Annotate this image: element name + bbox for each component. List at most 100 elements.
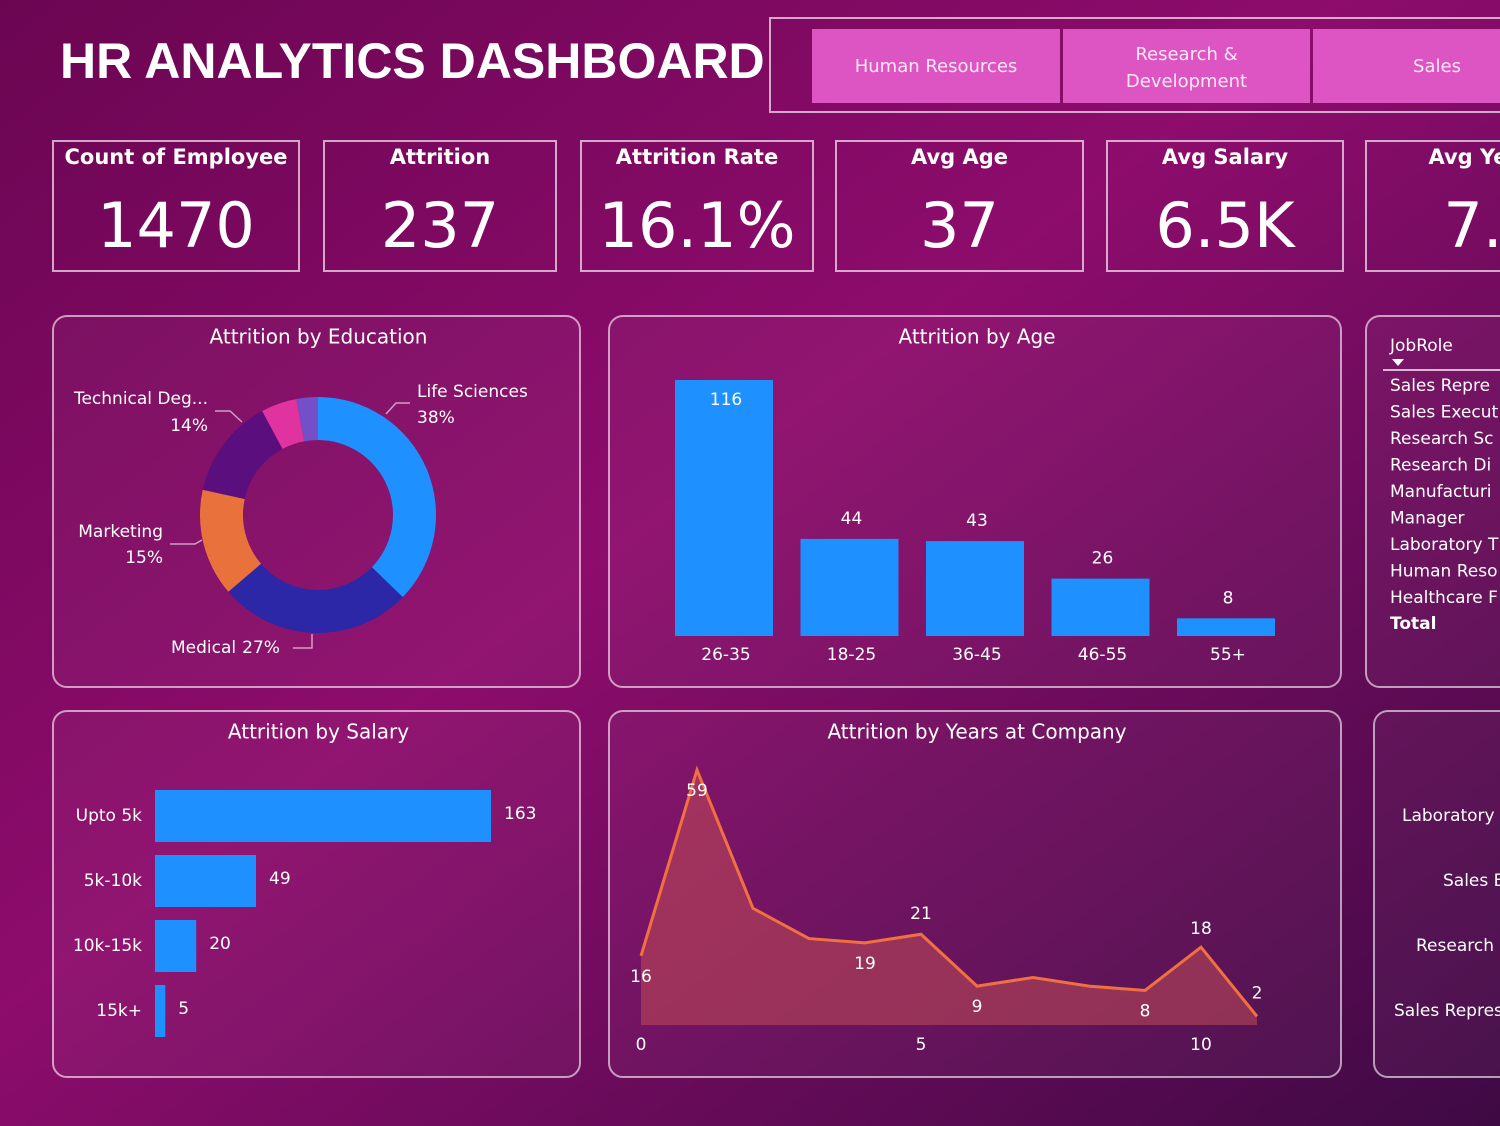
kpi-card <box>1106 140 1344 272</box>
y-category-label: 15k+ <box>96 1001 142 1021</box>
point-label: 16 <box>630 967 652 987</box>
point-label: 18 <box>1190 919 1212 939</box>
department-label: Research & Development <box>1126 44 1247 92</box>
category-label: Sales Repres <box>1394 1001 1500 1021</box>
leader-line <box>385 402 410 415</box>
kpi-card <box>1365 140 1500 272</box>
x-category-label: 36-45 <box>952 645 1001 665</box>
slicer-item[interactable]: Sales Execut <box>1390 403 1499 423</box>
kpi-value: 37 <box>920 189 999 262</box>
slicer-item[interactable]: Research Sc <box>1390 429 1494 449</box>
chart-title: Attrition by Years at Company <box>827 720 1126 744</box>
kpi-label: Avg Age <box>911 145 1008 169</box>
kpi-value: 1470 <box>97 189 255 262</box>
donut-slice <box>318 397 436 598</box>
bar <box>155 790 491 842</box>
bar <box>155 855 257 907</box>
department-button[interactable] <box>1313 29 1500 103</box>
x-tick-label: 5 <box>916 1035 927 1055</box>
slicer-item[interactable]: Research Di <box>1390 456 1491 476</box>
bar <box>1177 618 1275 636</box>
bar-value-label: 43 <box>966 511 988 531</box>
panel <box>608 315 1342 688</box>
kpi-value: 16.1% <box>599 189 796 262</box>
donut-slice <box>200 489 262 592</box>
bar <box>675 380 773 636</box>
slicer-item[interactable]: Manufacturi <box>1390 482 1492 502</box>
bar <box>155 985 166 1037</box>
kpi-card <box>835 140 1084 272</box>
slice-category: Life Sciences <box>417 382 528 402</box>
y-category-label: Upto 5k <box>76 806 143 826</box>
area-line <box>639 765 1259 1018</box>
slicer-item[interactable]: Sales Repre <box>1390 376 1490 396</box>
bar <box>800 538 899 636</box>
x-tick-label: 0 <box>636 1035 647 1055</box>
x-tick-label: 10 <box>1190 1035 1212 1055</box>
bar-value-label: 8 <box>1223 588 1234 608</box>
x-category-label: 26-35 <box>701 645 750 665</box>
point-label: 59 <box>686 781 708 801</box>
bar-value-label: 5 <box>178 999 189 1019</box>
y-category-label: 10k-15k <box>73 936 142 956</box>
kpi-label: Avg Ye <box>1428 145 1500 169</box>
slice-value: 27% <box>242 638 280 658</box>
y-category-label: 5k-10k <box>84 871 142 891</box>
leader-line <box>293 634 313 649</box>
x-category-label: 46-55 <box>1078 645 1127 665</box>
donut-slice <box>202 411 283 499</box>
job-role-list: Sales Repre Sales Execut Research Sc Resear… <box>1390 376 1499 634</box>
x-category-label: 18-25 <box>827 645 876 665</box>
panel <box>1373 710 1500 1078</box>
bar-value-label: 116 <box>710 390 742 410</box>
charts: Laboratory Sales E Research Sales Repres Att… <box>73 325 1500 1056</box>
dashboard-title: HR ANALYTICS DASHBOARD <box>60 33 765 89</box>
slicer-item[interactable]: Manager <box>1390 509 1465 529</box>
department-button[interactable] <box>812 29 1060 103</box>
chart-title: Attrition by Salary <box>228 720 409 744</box>
kpi-label: Attrition Rate <box>616 145 778 169</box>
bar-value-label: 26 <box>1092 549 1114 569</box>
bar <box>155 920 197 972</box>
panel <box>52 315 581 688</box>
department-label-line: Research & <box>1135 44 1237 65</box>
panel <box>1365 315 1500 688</box>
slicer-total[interactable]: Total <box>1390 614 1436 634</box>
slicer-item[interactable]: Human Reso <box>1390 562 1497 582</box>
dropdown-arrow[interactable] <box>1392 359 1404 366</box>
slicer-item[interactable]: Laboratory T <box>1390 535 1499 555</box>
department-slicer <box>769 17 1500 113</box>
donut-slice <box>228 563 403 633</box>
slice-value: 15% <box>125 548 163 568</box>
chart-title: Attrition by Education <box>210 325 428 349</box>
point-label: 21 <box>910 904 932 924</box>
bar-value-label: 163 <box>504 804 536 824</box>
donut-slice <box>296 397 318 442</box>
kpi-cards: Count of Employee 1470 Attrition 237 Attriti… <box>52 140 1500 272</box>
department-buttons: Human Resources Research & Development Sale… <box>812 29 1500 103</box>
leader-line <box>215 410 243 423</box>
category-label: Research <box>1416 936 1494 956</box>
kpi-card <box>323 140 557 272</box>
category-label: Sales E <box>1443 871 1500 891</box>
slicer-item[interactable]: Healthcare F <box>1390 588 1498 608</box>
bar <box>1051 578 1150 636</box>
department-label-line: Development <box>1126 71 1247 92</box>
x-category-label: 55+ <box>1210 645 1246 665</box>
area-fill <box>641 770 1257 1025</box>
slice-value: 14% <box>170 416 208 436</box>
point-label: 9 <box>972 997 983 1017</box>
bar-value-label: 20 <box>209 934 231 954</box>
department-label: Human Resources <box>855 56 1018 77</box>
bar-value-label: 44 <box>841 509 863 529</box>
slice-label: Medical 27% <box>171 638 280 658</box>
kpi-value: 6.5K <box>1155 189 1296 262</box>
department-button[interactable] <box>1063 29 1310 103</box>
point-label: 2 <box>1252 983 1263 1003</box>
panel <box>52 710 581 1078</box>
kpi-label: Attrition <box>390 145 491 169</box>
donut-slice <box>262 399 305 449</box>
slice-category: Marketing <box>78 522 163 542</box>
